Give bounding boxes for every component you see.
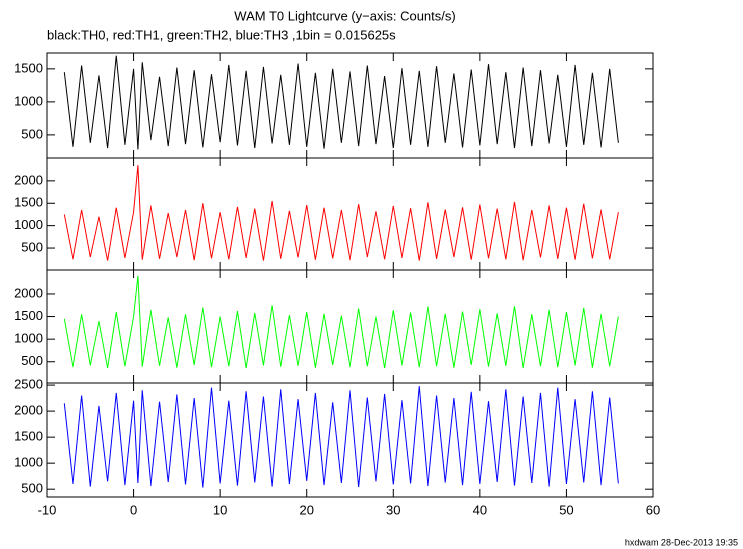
x-tick-label: 10 <box>213 502 227 517</box>
y-tick-label: 1000 <box>14 331 43 346</box>
x-tick-label: 60 <box>646 502 660 517</box>
x-tick-label: 30 <box>386 502 400 517</box>
chart-subtitle: black:TH0, red:TH1, green:TH2, blue:TH3 … <box>47 27 396 42</box>
y-tick-label: 1500 <box>14 195 43 210</box>
y-tick-label: 500 <box>21 353 43 368</box>
lightcurve <box>63 55 619 150</box>
chart-title: WAM T0 Lightcurve (y−axis: Counts/s) <box>234 8 455 23</box>
x-tick-label: 50 <box>559 502 573 517</box>
x-tick-label: -10 <box>38 502 57 517</box>
y-tick-label: 1000 <box>14 455 43 470</box>
y-tick-label: 2000 <box>14 403 43 418</box>
y-tick-label: 500 <box>21 239 43 254</box>
lightcurve <box>63 386 619 488</box>
footer: hxdwam 28-Dec-2013 19:35 <box>625 537 738 547</box>
y-tick-label: 1000 <box>14 217 43 232</box>
y-tick-label: 1500 <box>14 60 43 75</box>
y-tick-label: 1500 <box>14 429 43 444</box>
y-tick-label: 500 <box>21 126 43 141</box>
y-tick-label: 2500 <box>14 377 43 392</box>
x-tick-label: 20 <box>299 502 313 517</box>
x-tick-label: 40 <box>473 502 487 517</box>
y-tick-label: 500 <box>21 481 43 496</box>
y-tick-label: 2000 <box>14 172 43 187</box>
panel-frame <box>46 382 654 498</box>
x-tick-label: 0 <box>130 502 137 517</box>
y-tick-label: 1500 <box>14 308 43 323</box>
y-tick-label: 1000 <box>14 93 43 108</box>
lightcurve <box>63 165 619 261</box>
lightcurve <box>63 275 619 369</box>
y-tick-label: 2000 <box>14 285 43 300</box>
